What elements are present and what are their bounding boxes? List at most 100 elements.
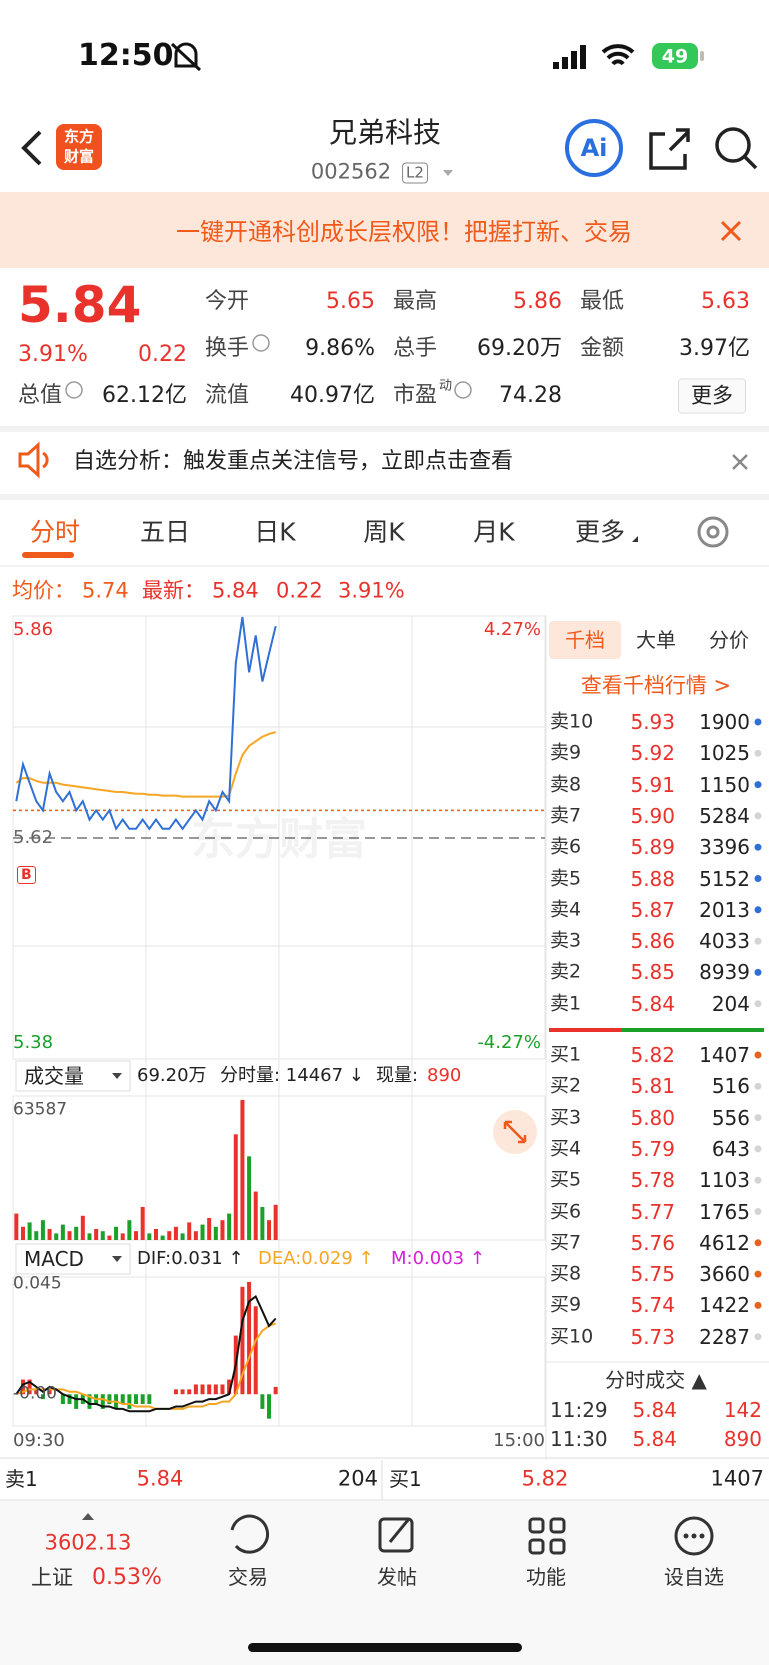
book-level: 买10	[550, 1325, 594, 1348]
book-dot	[754, 1051, 762, 1059]
book-level: 卖2	[550, 960, 582, 983]
index-value[interactable]: 3602.13	[44, 1530, 132, 1555]
book-tab[interactable]: 分价	[709, 628, 749, 652]
chart-tab[interactable]: 五日	[139, 517, 191, 547]
macd-bar	[120, 1394, 125, 1405]
volume-bar	[267, 1220, 272, 1240]
macd-bar	[267, 1394, 272, 1419]
field-value: 69.20万	[477, 336, 562, 361]
ai-label[interactable]: Ai	[580, 134, 608, 162]
battery-cap	[700, 51, 704, 61]
volume-bar	[253, 1191, 258, 1240]
banner-close[interactable]	[720, 220, 742, 242]
macd-bar	[193, 1384, 198, 1395]
tabbar-item[interactable]: 发帖	[377, 1565, 417, 1589]
macd-bar	[147, 1394, 152, 1405]
book-level: 卖9	[550, 741, 582, 764]
more-button[interactable]: 更多	[678, 378, 746, 414]
banner-text[interactable]: 一键开通科创成长层权限！把握打新、交易	[176, 220, 632, 244]
m-label: M:0.003 ↑	[391, 1248, 485, 1269]
index-change: 0.53%	[92, 1565, 162, 1590]
trade-volume: 890	[723, 1427, 762, 1451]
separator	[0, 426, 769, 432]
volume-bar	[67, 1231, 72, 1240]
settings-icon[interactable]	[697, 516, 729, 548]
field-label: 今开	[205, 289, 250, 314]
book-price: 5.82	[630, 1043, 675, 1067]
analysis-close[interactable]	[732, 454, 748, 470]
book-price: 5.92	[630, 741, 675, 766]
book-level: 卖4	[550, 898, 582, 921]
indicator-name[interactable]: MACD	[24, 1247, 84, 1271]
macd-bar	[60, 1394, 65, 1405]
macd-bar	[40, 1394, 45, 1400]
volume-bar	[54, 1233, 59, 1240]
stock-code: 002562	[310, 159, 392, 184]
chart-tab[interactable]: 周K	[363, 517, 405, 547]
volume-selector[interactable]	[15, 1060, 131, 1092]
book-dot	[754, 1333, 762, 1341]
back-icon[interactable]	[21, 130, 42, 166]
level1-label: 买1	[389, 1467, 422, 1491]
book-price: 5.78	[630, 1168, 675, 1193]
chart-tab[interactable]: 月K	[473, 517, 515, 547]
book-price: 5.90	[630, 803, 675, 828]
macd-bar	[173, 1389, 178, 1395]
book-price: 5.81	[630, 1074, 675, 1099]
tabbar-item[interactable]: 设自选	[664, 1565, 724, 1589]
y-tick-label: 63587	[13, 1099, 68, 1120]
ai-icon[interactable]	[565, 119, 623, 177]
book-price: 5.87	[630, 897, 675, 922]
book-volume: 2287	[699, 1324, 750, 1349]
bid-ratio	[621, 1028, 764, 1032]
volume-total: 69.20万	[137, 1065, 207, 1086]
analysis-text[interactable]: 自选分析：触发重点关注信号，立即点击查看	[73, 449, 514, 474]
volume-bar	[74, 1226, 79, 1240]
volume-now-label: 现量:	[376, 1065, 419, 1086]
info-icon	[454, 381, 472, 399]
chart-tab[interactable]: 日K	[254, 517, 296, 547]
book-level: 买5	[550, 1168, 582, 1191]
book-link[interactable]: 查看千档行情 >	[580, 673, 732, 698]
book-volume: 4033	[699, 929, 750, 954]
volume-bar	[27, 1222, 32, 1240]
volume-bar	[127, 1220, 132, 1240]
macd-selector[interactable]	[15, 1243, 131, 1275]
macd-bar	[74, 1394, 79, 1409]
book-level: 买3	[550, 1106, 582, 1129]
book-price: 5.79	[630, 1136, 675, 1161]
book-level: 买6	[550, 1200, 582, 1222]
book-tab-active[interactable]	[549, 621, 621, 659]
search-icon[interactable]	[715, 127, 758, 170]
volume-bar	[160, 1235, 165, 1240]
share-icon[interactable]	[649, 128, 690, 170]
volume-bar	[153, 1228, 158, 1240]
chart-tab[interactable]: 更多	[574, 517, 626, 547]
tabbar-item[interactable]: 功能	[526, 1565, 566, 1589]
chart-tab[interactable]: 分时	[29, 517, 81, 547]
volume-bar	[80, 1215, 85, 1240]
book-tab[interactable]: 千档	[565, 628, 605, 652]
tabbar-item[interactable]: 交易	[228, 1565, 268, 1589]
trade-time: 11:30	[550, 1427, 608, 1451]
book-volume: 5152	[699, 866, 750, 891]
book-volume: 556	[711, 1105, 750, 1130]
macd-bar	[100, 1394, 105, 1409]
book-level: 卖6	[550, 835, 582, 858]
book-tab[interactable]: 大单	[636, 628, 676, 652]
indicator-name[interactable]: 成交量	[24, 1064, 84, 1088]
book-price: 5.77	[630, 1199, 675, 1224]
field-value: 40.97亿	[290, 383, 375, 408]
macd-bar	[187, 1389, 192, 1395]
volume-bar	[134, 1231, 139, 1240]
book-volume: 4612	[699, 1230, 750, 1255]
book-volume: 1422	[699, 1293, 750, 1318]
time-label: 09:30	[13, 1430, 65, 1451]
level1-volume: 1407	[710, 1466, 764, 1491]
volume-bar	[94, 1228, 99, 1240]
book-price: 5.89	[630, 835, 675, 860]
y-tick-label: 5.38	[13, 1032, 54, 1053]
speaker-icon	[18, 441, 49, 479]
summary-change: 0.22	[276, 578, 323, 603]
trades-title[interactable]: 分时成交 ▲	[605, 1368, 707, 1392]
